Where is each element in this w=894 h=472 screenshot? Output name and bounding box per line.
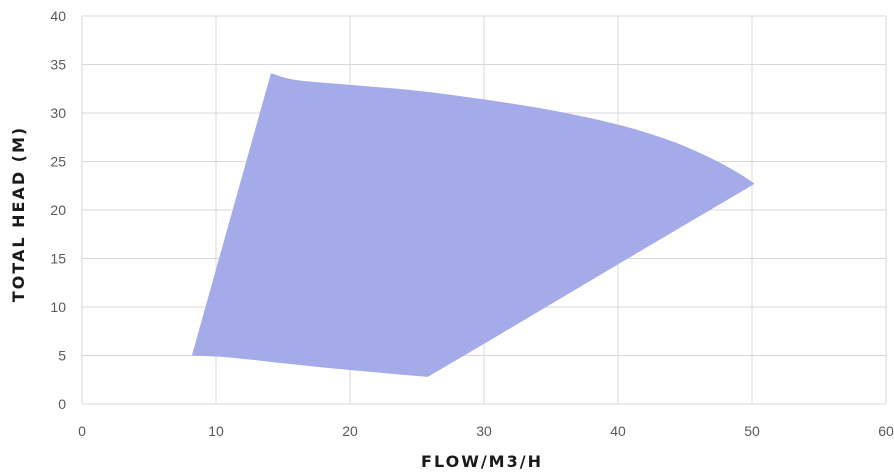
y-tick-label: 30: [50, 105, 66, 121]
x-tick-label: 0: [78, 423, 86, 439]
operating-range-area: [191, 73, 755, 377]
plot-area: [191, 73, 755, 377]
x-tick-label: 10: [208, 423, 224, 439]
x-tick-label: 60: [878, 423, 894, 439]
y-tick-label: 20: [50, 202, 66, 218]
x-tick-label: 50: [744, 423, 760, 439]
x-tick-label: 30: [476, 423, 492, 439]
y-tick-label: 25: [50, 154, 66, 170]
y-axis-ticks: 0 5 10 15 20 25 30 35 40: [50, 8, 66, 412]
y-tick-label: 15: [50, 251, 66, 267]
x-tick-label: 20: [342, 423, 358, 439]
y-tick-label: 5: [58, 348, 66, 364]
x-axis-title: FLOW/M3/H: [421, 452, 543, 471]
x-tick-label: 40: [610, 423, 626, 439]
y-axis-title: TOTAL HEAD (M): [9, 126, 28, 302]
y-tick-label: 35: [50, 57, 66, 73]
y-tick-label: 10: [50, 299, 66, 315]
y-tick-label: 0: [58, 396, 66, 412]
x-axis-ticks: 0 10 20 30 40 50 60: [78, 423, 894, 439]
y-tick-label: 40: [50, 8, 66, 24]
